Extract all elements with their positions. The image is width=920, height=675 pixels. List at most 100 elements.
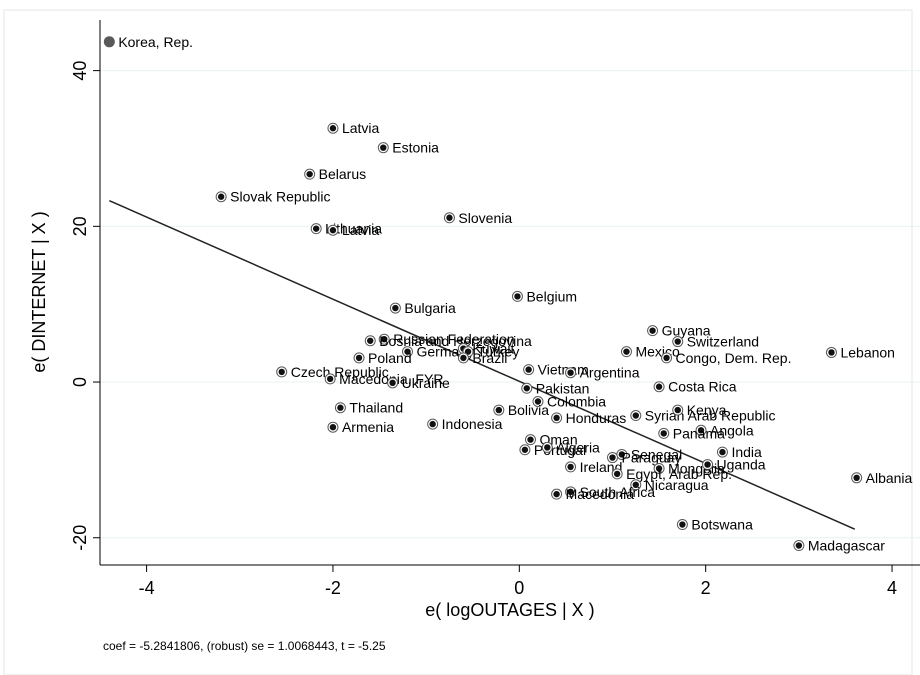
point-marker — [381, 336, 388, 343]
data-points: Korea, Rep. Latvia Estonia Belarus Slovak Re… — [103, 34, 913, 554]
point-marker — [679, 521, 686, 528]
point-marker — [217, 193, 225, 200]
point-label-8: Bulgaria — [404, 300, 456, 316]
point-label-49: Nicaragua — [645, 477, 709, 493]
point-marker — [367, 337, 374, 344]
data-point-16: Bosnia and Herzegovina — [364, 333, 532, 349]
point-marker — [429, 420, 436, 428]
data-point-1: Latvia — [327, 120, 380, 136]
data-point-9: Belgium — [511, 288, 577, 304]
point-marker — [525, 366, 532, 373]
data-point-54: Madagascar — [793, 538, 885, 554]
point-label-30: Armenia — [342, 419, 394, 435]
data-point-21: Poland — [353, 350, 412, 366]
point-marker — [389, 379, 396, 387]
data-point-47: Uganda — [702, 457, 766, 473]
point-label-33: Indonesia — [442, 416, 503, 432]
point-marker — [380, 144, 387, 151]
point-label-21: Poland — [368, 350, 412, 366]
point-marker — [623, 348, 630, 355]
point-marker — [663, 354, 670, 362]
data-point-30: Armenia — [327, 419, 394, 435]
point-marker — [103, 36, 115, 48]
data-point-24: Ukraine — [387, 375, 450, 391]
data-point-7: Latvia — [327, 222, 380, 238]
point-marker — [719, 448, 726, 456]
point-marker — [632, 481, 639, 489]
x-tick-label-3: 2 — [701, 578, 711, 598]
y-tick-label-2: 20 — [70, 216, 90, 236]
point-marker — [534, 398, 542, 405]
point-marker — [567, 463, 574, 471]
point-marker — [326, 375, 334, 383]
y-axis-ticks: -20 0 20 40 — [70, 61, 100, 551]
data-point-41: Algeria — [541, 439, 600, 455]
y-axis-title: e( DINTERNET | X ) — [29, 211, 49, 372]
data-point-53: Botswana — [676, 517, 753, 533]
point-marker — [404, 348, 411, 355]
point-label-37: Angola — [710, 422, 754, 438]
point-marker — [567, 488, 574, 496]
point-marker — [649, 327, 656, 334]
point-label-16: Bosnia and Herzegovina — [379, 333, 532, 349]
data-point-43: Paraguay — [607, 450, 682, 466]
point-marker — [697, 427, 705, 434]
point-label-24: Ukraine — [402, 375, 450, 391]
data-point-15: Russian Federation — [378, 331, 515, 347]
point-marker — [527, 436, 534, 443]
data-point-2: Estonia — [377, 140, 439, 156]
point-label-2: Estonia — [392, 140, 439, 156]
point-label-12: Mexico — [635, 344, 680, 360]
point-label-42: Senegal — [631, 446, 682, 462]
point-label-14: Lebanon — [840, 344, 895, 360]
point-label-47: Uganda — [717, 457, 766, 473]
point-label-27: Pakistan — [536, 380, 590, 396]
point-label-38: Panama — [673, 425, 725, 441]
point-label-26: Argentina — [580, 365, 640, 381]
point-label-22: Czech Republic — [291, 364, 389, 380]
data-point-48: Egypt, Arab Rep. — [611, 466, 732, 482]
point-label-54: Madagascar — [808, 538, 885, 554]
data-point-5: Slovenia — [443, 210, 512, 226]
point-marker — [446, 214, 453, 221]
data-point-45: Ireland — [565, 459, 622, 475]
data-point-42: Senegal — [616, 446, 682, 462]
data-point-36: Kenya — [672, 402, 727, 418]
point-label-7: Latvia — [342, 222, 380, 238]
x-tick-label-0: -4 — [139, 578, 155, 598]
point-label-48: Egypt, Arab Rep. — [626, 466, 732, 482]
data-point-11: Switzerland — [672, 334, 759, 350]
point-marker — [329, 423, 337, 431]
point-label-19: Turkey — [477, 344, 519, 360]
point-label-28: Costa Rica — [668, 379, 737, 395]
chart-frame — [3, 9, 913, 675]
point-marker — [609, 454, 616, 461]
point-marker — [464, 348, 472, 355]
point-label-20: Brazil — [472, 350, 507, 366]
point-label-34: Honduras — [566, 410, 627, 426]
data-point-14: Lebanon — [825, 344, 895, 360]
data-point-32: Bolivia — [493, 402, 549, 418]
point-label-32: Bolivia — [508, 402, 549, 418]
data-point-6: Lithuania — [310, 221, 382, 237]
point-marker — [514, 293, 521, 300]
point-label-4: Slovak Republic — [230, 189, 330, 205]
data-point-10: Guyana — [647, 323, 711, 339]
point-marker — [853, 474, 860, 481]
point-label-3: Belarus — [319, 166, 366, 182]
point-label-43: Paraguay — [622, 450, 682, 466]
point-marker — [329, 125, 337, 132]
x-tick-label-2: 0 — [514, 578, 524, 598]
point-marker — [613, 470, 621, 478]
point-marker — [355, 354, 363, 362]
point-marker — [329, 227, 337, 234]
point-marker — [553, 490, 560, 498]
point-marker — [632, 412, 639, 419]
data-point-49: Nicaragua — [630, 477, 709, 493]
data-point-37: Angola — [695, 422, 754, 438]
data-point-22: Czech Republic — [276, 364, 389, 380]
point-label-11: Switzerland — [687, 334, 759, 350]
point-marker — [392, 304, 399, 312]
point-marker — [704, 461, 711, 468]
